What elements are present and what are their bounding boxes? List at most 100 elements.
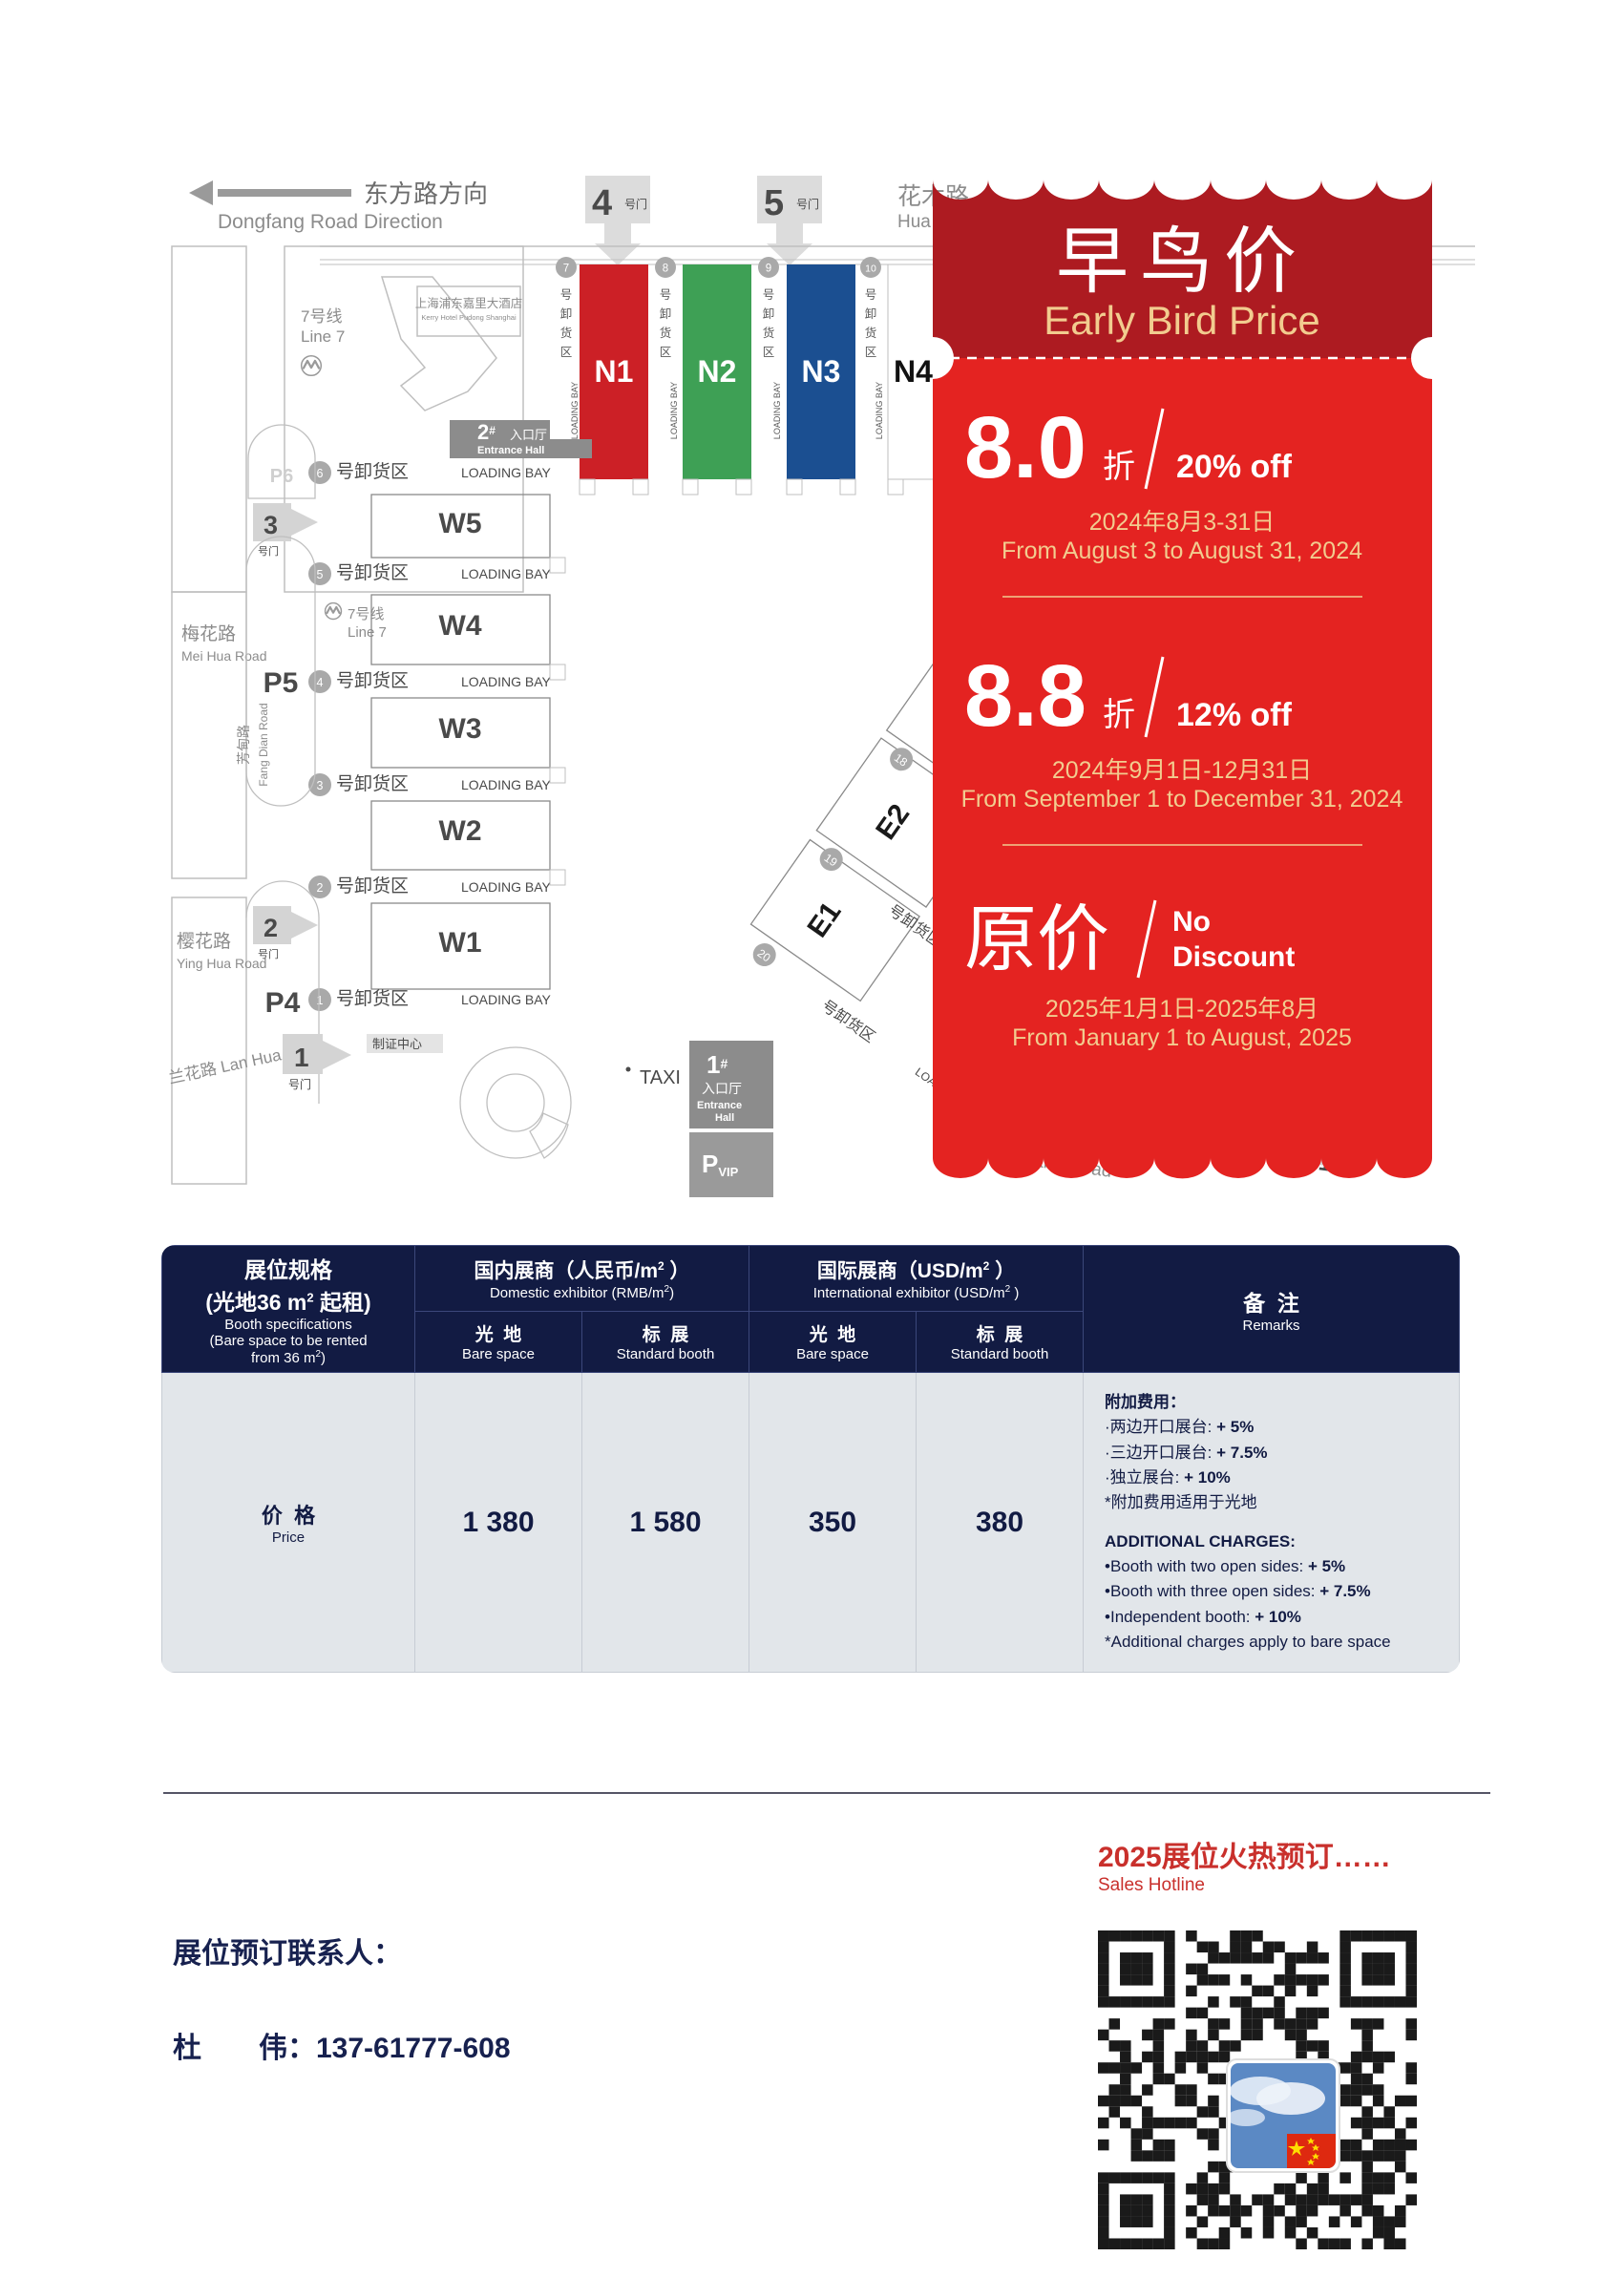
svg-text:N4: N4	[894, 354, 933, 389]
svg-text:卸: 卸	[865, 306, 877, 321]
svg-text:LOADING BAY: LOADING BAY	[772, 382, 782, 439]
svg-text:上海浦东嘉里大酒店: 上海浦东嘉里大酒店	[415, 296, 523, 310]
svg-text:7号线: 7号线	[301, 307, 342, 326]
svg-text:号卸货区: 号卸货区	[336, 988, 409, 1009]
svg-text:早鸟价: 早鸟价	[1056, 221, 1308, 303]
svg-text:号卸货区: 号卸货区	[336, 461, 409, 482]
svg-text:号卸货区: 号卸货区	[336, 562, 409, 583]
svg-text:号门: 号门	[288, 1077, 311, 1091]
svg-text:P6: P6	[270, 466, 293, 487]
svg-text:12% off: 12% off	[1176, 697, 1293, 733]
svg-text:号卸货区: 号卸货区	[336, 670, 409, 691]
svg-text:展位预订联系人：: 展位预订联系人：	[173, 1937, 402, 1970]
svg-text:Mei Hua Road: Mei Hua Road	[181, 648, 267, 664]
svg-text:8.8: 8.8	[964, 647, 1086, 745]
svg-text:卸: 卸	[763, 306, 775, 321]
svg-text:5: 5	[317, 568, 324, 581]
svg-text:8: 8	[663, 264, 668, 275]
svg-text:Ying Hua Road: Ying Hua Road	[177, 956, 266, 971]
svg-text:号: 号	[660, 288, 672, 302]
svg-text:9: 9	[766, 264, 771, 275]
svg-text:5: 5	[764, 183, 784, 223]
svg-text:号卸货区: 号卸货区	[336, 875, 409, 896]
svg-text:樱花路: 樱花路	[177, 931, 231, 952]
svg-text:号卸货区: 号卸货区	[818, 997, 878, 1045]
svg-text:入口厅: 入口厅	[510, 428, 547, 442]
svg-text:E2: E2	[870, 799, 916, 846]
svg-text:7号线: 7号线	[348, 606, 384, 622]
svg-text:2: 2	[317, 881, 324, 895]
svg-text:号: 号	[560, 288, 573, 302]
svg-text:2024年9月1日-12月31日: 2024年9月1日-12月31日	[1052, 757, 1312, 784]
svg-text:货: 货	[560, 326, 573, 340]
svg-text:梅花路: 梅花路	[181, 623, 236, 644]
svg-text:No: No	[1172, 906, 1211, 938]
svg-text:卸: 卸	[560, 306, 573, 321]
svg-text:W3: W3	[439, 713, 482, 745]
svg-text:LOADING BAY: LOADING BAY	[461, 465, 552, 480]
svg-text:2024年8月3-31日: 2024年8月3-31日	[1089, 509, 1276, 536]
svg-text:货: 货	[763, 326, 775, 340]
svg-text:LOADING BAY: LOADING BAY	[570, 382, 580, 439]
svg-text:号: 号	[763, 288, 775, 302]
svg-text:W5: W5	[439, 508, 482, 539]
svg-text:W1: W1	[439, 927, 482, 959]
svg-text:10: 10	[865, 264, 876, 275]
svg-text:4: 4	[592, 183, 612, 223]
svg-text:Early Bird Price: Early Bird Price	[1044, 298, 1319, 343]
svg-text:号: 号	[865, 288, 877, 302]
svg-text:Line 7: Line 7	[348, 624, 387, 641]
svg-text:LOADING BAY: LOADING BAY	[461, 566, 552, 581]
svg-text:2025年1月1日-2025年8月: 2025年1月1日-2025年8月	[1045, 996, 1318, 1023]
svg-text:7: 7	[563, 264, 569, 275]
svg-text:8.0: 8.0	[964, 399, 1086, 496]
svg-text:区: 区	[660, 346, 672, 359]
svg-text:折: 折	[1103, 449, 1135, 485]
svg-text:1: 1	[294, 1043, 309, 1072]
svg-text:杜 伟：137-61777-608: 杜 伟：137-61777-608	[173, 2033, 511, 2064]
svg-text:号门: 号门	[796, 197, 819, 211]
svg-text:From January 1 to August, 2025: From January 1 to August, 2025	[1012, 1024, 1352, 1051]
svg-text:Kerry Hotel Pudong Shanghai: Kerry Hotel Pudong Shanghai	[421, 313, 517, 322]
svg-text:2: 2	[264, 914, 278, 942]
svg-text:Sales Hotline: Sales Hotline	[1098, 1875, 1205, 1895]
svg-text:LOADING BAY: LOADING BAY	[669, 382, 679, 439]
svg-text:折: 折	[1103, 697, 1135, 733]
svg-text:LOADING BAY: LOADING BAY	[461, 992, 552, 1007]
svg-text:区: 区	[560, 346, 573, 359]
svg-text:W2: W2	[439, 815, 482, 847]
svg-text:Discount: Discount	[1172, 941, 1295, 973]
svg-text:Dongfang Road Direction: Dongfang Road Direction	[218, 211, 443, 233]
svg-text:号卸货区: 号卸货区	[336, 773, 409, 794]
svg-text:芳甸路: 芳甸路	[236, 725, 251, 765]
svg-text:Fang Dian Road: Fang Dian Road	[257, 703, 270, 786]
svg-text:From August 3 to August 31, 20: From August 3 to August 31, 2024	[1002, 538, 1362, 564]
svg-text:入口厅: 入口厅	[702, 1081, 742, 1096]
svg-text:P4: P4	[265, 987, 301, 1019]
svg-text:号门: 号门	[258, 544, 279, 558]
svg-text:区: 区	[865, 346, 877, 359]
svg-text:N2: N2	[698, 354, 737, 389]
svg-text:制证中心: 制证中心	[372, 1037, 422, 1051]
svg-text:4: 4	[317, 676, 324, 689]
svg-text:原价: 原价	[964, 899, 1109, 981]
svg-text:货: 货	[660, 326, 672, 340]
svg-text:LOADING BAY: LOADING BAY	[461, 674, 552, 689]
svg-text:1: 1	[317, 994, 324, 1007]
svg-text:2025展位火热预订……: 2025展位火热预订……	[1098, 1841, 1391, 1873]
svg-text:W4: W4	[439, 610, 482, 642]
svg-text:N1: N1	[595, 354, 634, 389]
svg-text:From September 1 to December 3: From September 1 to December 31, 2024	[961, 786, 1403, 812]
svg-text:Hall: Hall	[715, 1112, 734, 1124]
svg-text:货: 货	[865, 326, 877, 340]
svg-text:LOADING BAY: LOADING BAY	[461, 879, 552, 895]
svg-text:6: 6	[317, 467, 324, 480]
svg-text:E1: E1	[802, 896, 848, 943]
svg-text:东方路方向: 东方路方向	[364, 179, 488, 208]
svg-text:P5: P5	[264, 667, 299, 699]
svg-text:3: 3	[264, 511, 278, 539]
svg-text:卸: 卸	[660, 306, 672, 321]
svg-text:Entrance Hall: Entrance Hall	[477, 445, 544, 456]
svg-text:3: 3	[317, 779, 324, 792]
svg-text:Entrance: Entrance	[697, 1100, 742, 1111]
